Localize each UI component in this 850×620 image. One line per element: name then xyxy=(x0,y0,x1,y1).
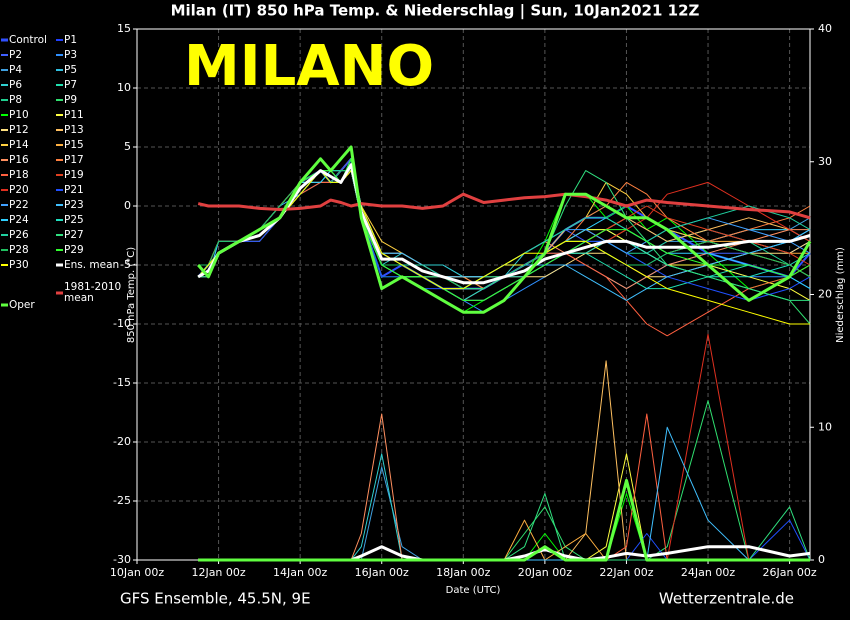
y-tick-label: 5 xyxy=(124,140,131,153)
legend-label: P18 xyxy=(9,169,29,181)
y2-axis-label: Niederschlag (mm) xyxy=(835,247,846,343)
legend-label: P8 xyxy=(9,94,22,106)
legend-label: P17 xyxy=(64,154,84,166)
temperature-line xyxy=(197,192,811,220)
y2-tick-label: 20 xyxy=(818,288,832,301)
x-tick-label: 16Jan 00z xyxy=(355,566,409,579)
legend-label: P2 xyxy=(9,49,22,61)
x-tick-label: 14Jan 00z xyxy=(273,566,327,579)
legend-label: P13 xyxy=(64,124,84,136)
legend-label: P23 xyxy=(64,199,84,211)
x-tick-label: 18Jan 00z xyxy=(436,566,490,579)
legend-label: P16 xyxy=(9,154,29,166)
y-tick-label: -15 xyxy=(113,376,131,389)
x-tick-label: 10Jan 00z xyxy=(110,566,164,579)
footer-right: Wetterzentrale.de xyxy=(659,590,794,608)
legend-label-line: 1981-2010 xyxy=(64,281,121,293)
y2-tick-label: 0 xyxy=(818,553,825,566)
chart-title: Milan (IT) 850 hPa Temp. & Niederschlag … xyxy=(171,2,700,21)
legend-label: P15 xyxy=(64,139,84,151)
legend-label: P9 xyxy=(64,94,77,106)
y2-tick-label: 10 xyxy=(818,420,832,433)
legend-label: P5 xyxy=(64,64,77,76)
legend-label: P28 xyxy=(9,244,29,256)
legend-label: P25 xyxy=(64,214,84,226)
y-tick-label: -20 xyxy=(113,435,131,448)
footer-left: GFS Ensemble, 45.5N, 9E xyxy=(120,590,311,608)
precip-line xyxy=(198,478,810,562)
legend-label: P7 xyxy=(64,79,77,91)
y-tick-label: 15 xyxy=(117,22,131,35)
legend-label: P1 xyxy=(64,34,77,46)
y-tick-label: -30 xyxy=(113,553,131,566)
legend-label: P26 xyxy=(9,229,29,241)
legend-label: Oper xyxy=(9,299,35,311)
legend-label: P4 xyxy=(9,64,22,76)
legend-label: P29 xyxy=(64,244,84,256)
y-axis-label: 850 hPa Temp. (°C) xyxy=(126,247,137,343)
legend-label-line: mean xyxy=(64,292,94,304)
x-tick-label: 20Jan 00z xyxy=(518,566,572,579)
legend-label: P27 xyxy=(64,229,84,241)
legend-label: P10 xyxy=(9,109,29,121)
x-tick-label: 24Jan 00z xyxy=(681,566,735,579)
legend-label: P3 xyxy=(64,49,77,61)
legend-label: 1981-2010 mean xyxy=(64,281,121,304)
y-tick-label: -25 xyxy=(113,494,131,507)
legend-label: P20 xyxy=(9,184,29,196)
legend-label: P24 xyxy=(9,214,29,226)
x-tick-label: 22Jan 00z xyxy=(599,566,653,579)
x-tick-label: 12Jan 00z xyxy=(191,566,245,579)
temperature-line xyxy=(197,145,812,314)
legend-label: P11 xyxy=(64,109,84,121)
legend-label: P21 xyxy=(64,184,84,196)
legend-label: P12 xyxy=(9,124,29,136)
legend-label: P14 xyxy=(9,139,29,151)
location-label: MILANO xyxy=(184,34,434,99)
y-tick-label: 0 xyxy=(124,199,131,212)
x-tick-label: 26Jan 00z xyxy=(762,566,816,579)
y-tick-label: -5 xyxy=(120,258,131,271)
legend-label: P22 xyxy=(9,199,29,211)
y-tick-label: -10 xyxy=(113,317,131,330)
legend-label: P6 xyxy=(9,79,22,91)
legend-label: P30 xyxy=(9,259,29,271)
legend-label: P19 xyxy=(64,169,84,181)
y2-tick-label: 40 xyxy=(818,22,832,35)
x-axis-label: Date (UTC) xyxy=(446,585,501,596)
y-tick-label: 10 xyxy=(117,81,131,94)
legend-label: Control xyxy=(9,34,47,46)
y2-tick-label: 30 xyxy=(818,155,832,168)
legend-label: Ens. mean xyxy=(64,259,119,271)
